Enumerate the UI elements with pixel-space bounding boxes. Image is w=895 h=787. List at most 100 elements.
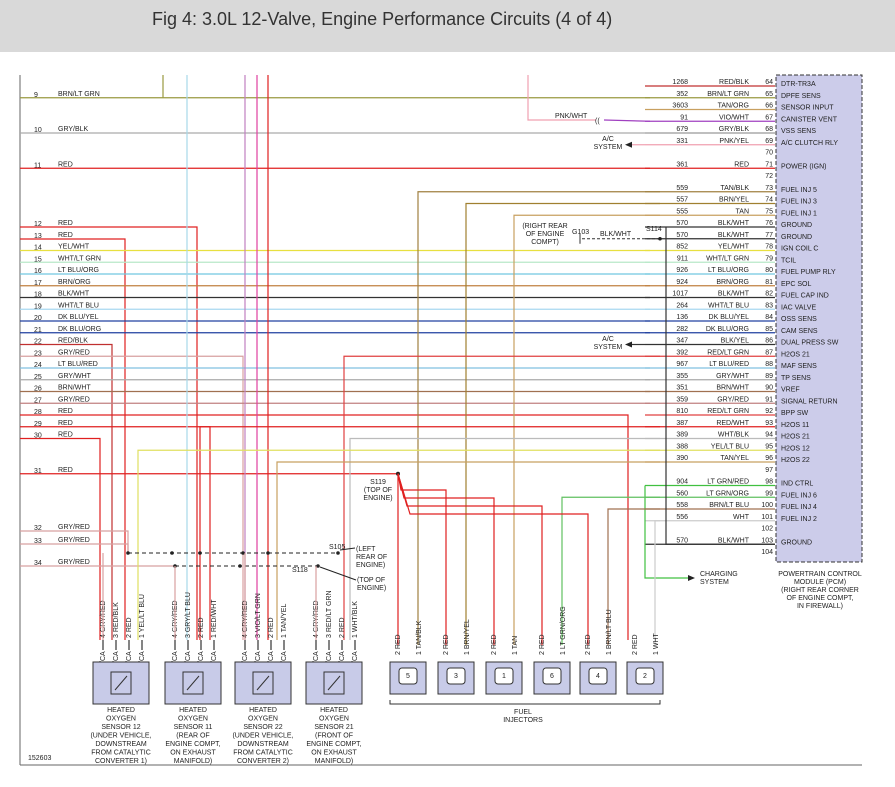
wire bbox=[607, 508, 660, 645]
label: 22 bbox=[34, 339, 42, 346]
label: 5 bbox=[406, 673, 410, 680]
label: RED/BLK bbox=[719, 79, 749, 86]
label: 911 bbox=[677, 255, 688, 262]
label: FUEL PUMP RLY bbox=[781, 269, 836, 276]
label: 94 bbox=[765, 432, 773, 439]
label: 31 bbox=[34, 468, 42, 475]
label: FUEL INJ 4 bbox=[781, 504, 817, 511]
splice bbox=[241, 551, 245, 555]
label: YEL/LT BLU bbox=[711, 443, 749, 450]
label: 74 bbox=[765, 197, 773, 204]
label: OXYGEN bbox=[248, 716, 278, 723]
pin-label: 1 WHT/BLK bbox=[352, 601, 359, 638]
arrow bbox=[688, 575, 695, 581]
label: (FRONT OF bbox=[315, 733, 353, 740]
label: 852 bbox=[676, 244, 688, 251]
label: SYSTEM bbox=[700, 579, 729, 586]
label: FROM CATALYTIC bbox=[91, 750, 151, 757]
label: DOWNSTREAM bbox=[237, 741, 289, 748]
label: POWERTRAIN CONTROL bbox=[778, 571, 862, 578]
pin-tag: N/CA bbox=[139, 651, 146, 668]
pin-label: 2 RED bbox=[126, 617, 133, 638]
label: SYSTEM bbox=[594, 144, 623, 151]
injector-body bbox=[494, 667, 514, 685]
label: 29 bbox=[34, 421, 42, 428]
label: 75 bbox=[765, 208, 773, 215]
label: 557 bbox=[676, 197, 688, 204]
label: (UNDER VEHICLE, bbox=[232, 733, 293, 740]
label: 387 bbox=[676, 420, 688, 427]
sensor-icon bbox=[323, 671, 345, 695]
pin-tag: N/CA bbox=[198, 651, 205, 668]
splice bbox=[238, 564, 242, 568]
wire bbox=[20, 437, 101, 640]
wire bbox=[137, 449, 660, 640]
label: H2OS 21 bbox=[781, 434, 810, 441]
label: (RIGHT REAR CORNER bbox=[781, 587, 859, 594]
pin-label: 3 RED/BLK bbox=[113, 602, 120, 638]
label: 967 bbox=[676, 361, 688, 368]
label: ENGINE) bbox=[363, 495, 392, 502]
label: TCIL bbox=[781, 257, 796, 264]
label: LT GRN/RED bbox=[707, 479, 749, 486]
injector-body bbox=[635, 667, 655, 685]
label: 71 bbox=[765, 161, 773, 168]
label: 11 bbox=[34, 162, 41, 169]
label: FUEL INJ 1 bbox=[781, 210, 817, 217]
injector-body bbox=[542, 667, 562, 685]
label: PNK/YEL bbox=[719, 138, 749, 145]
label: 924 bbox=[676, 279, 688, 286]
pin-label: 2 RED bbox=[539, 634, 546, 655]
injector-body bbox=[588, 667, 608, 685]
wire bbox=[644, 485, 688, 579]
label: LT BLU/ORG bbox=[58, 267, 99, 274]
label: 559 bbox=[676, 185, 688, 192]
pin-label: 3 RED/LT GRN bbox=[326, 590, 333, 638]
label: DPFE SENS bbox=[781, 93, 821, 100]
wire bbox=[665, 227, 775, 545]
label: FROM CATALYTIC bbox=[233, 750, 293, 757]
label: H2OS 11 bbox=[781, 422, 809, 429]
label: S105 bbox=[329, 544, 345, 551]
label: 570 bbox=[676, 537, 688, 544]
label: 6 bbox=[550, 673, 554, 680]
label: POWER (IGN) bbox=[781, 163, 827, 170]
pin-tag: N/CA bbox=[100, 651, 107, 668]
label: H2OS 22 bbox=[781, 457, 810, 464]
pin-tag: N/CA bbox=[268, 651, 275, 668]
bracket bbox=[389, 700, 661, 705]
label: SENSOR 22 bbox=[243, 724, 282, 731]
label: (LEFT bbox=[356, 546, 376, 553]
label: 97 bbox=[765, 467, 773, 474]
label: 264 bbox=[676, 302, 688, 309]
label: DTR-TR3A bbox=[781, 81, 816, 88]
label: 560 bbox=[676, 490, 688, 497]
label: BRN/ORG bbox=[58, 279, 91, 286]
label: BPP SW bbox=[781, 410, 808, 417]
label: A/C bbox=[602, 136, 614, 143]
label: 30 bbox=[34, 433, 42, 440]
wire bbox=[527, 75, 596, 121]
label: YEL/WHT bbox=[58, 244, 90, 251]
pcm-box bbox=[775, 74, 863, 563]
label: DOWNSTREAM bbox=[95, 741, 147, 748]
label: 91 bbox=[680, 114, 688, 121]
label: 1017 bbox=[672, 291, 688, 298]
label: HEATED bbox=[107, 707, 135, 714]
label: 17 bbox=[34, 280, 42, 287]
label: ENGINE COMPT, bbox=[165, 741, 220, 748]
label: RED bbox=[58, 232, 73, 239]
label: 558 bbox=[676, 502, 688, 509]
label: WHT/LT GRN bbox=[706, 255, 749, 262]
label: SENSOR 11 bbox=[174, 724, 213, 731]
label: 73 bbox=[765, 185, 773, 192]
label: CHARGING bbox=[700, 571, 738, 578]
label: WHT/LT GRN bbox=[58, 255, 101, 262]
label: 79 bbox=[765, 255, 773, 262]
label: 15 bbox=[34, 256, 42, 263]
label: 27 bbox=[34, 397, 42, 404]
label: 87 bbox=[765, 349, 773, 356]
label: RED/BLK bbox=[58, 338, 88, 345]
splice bbox=[198, 551, 202, 555]
pin-tag: N/CA bbox=[339, 651, 346, 668]
